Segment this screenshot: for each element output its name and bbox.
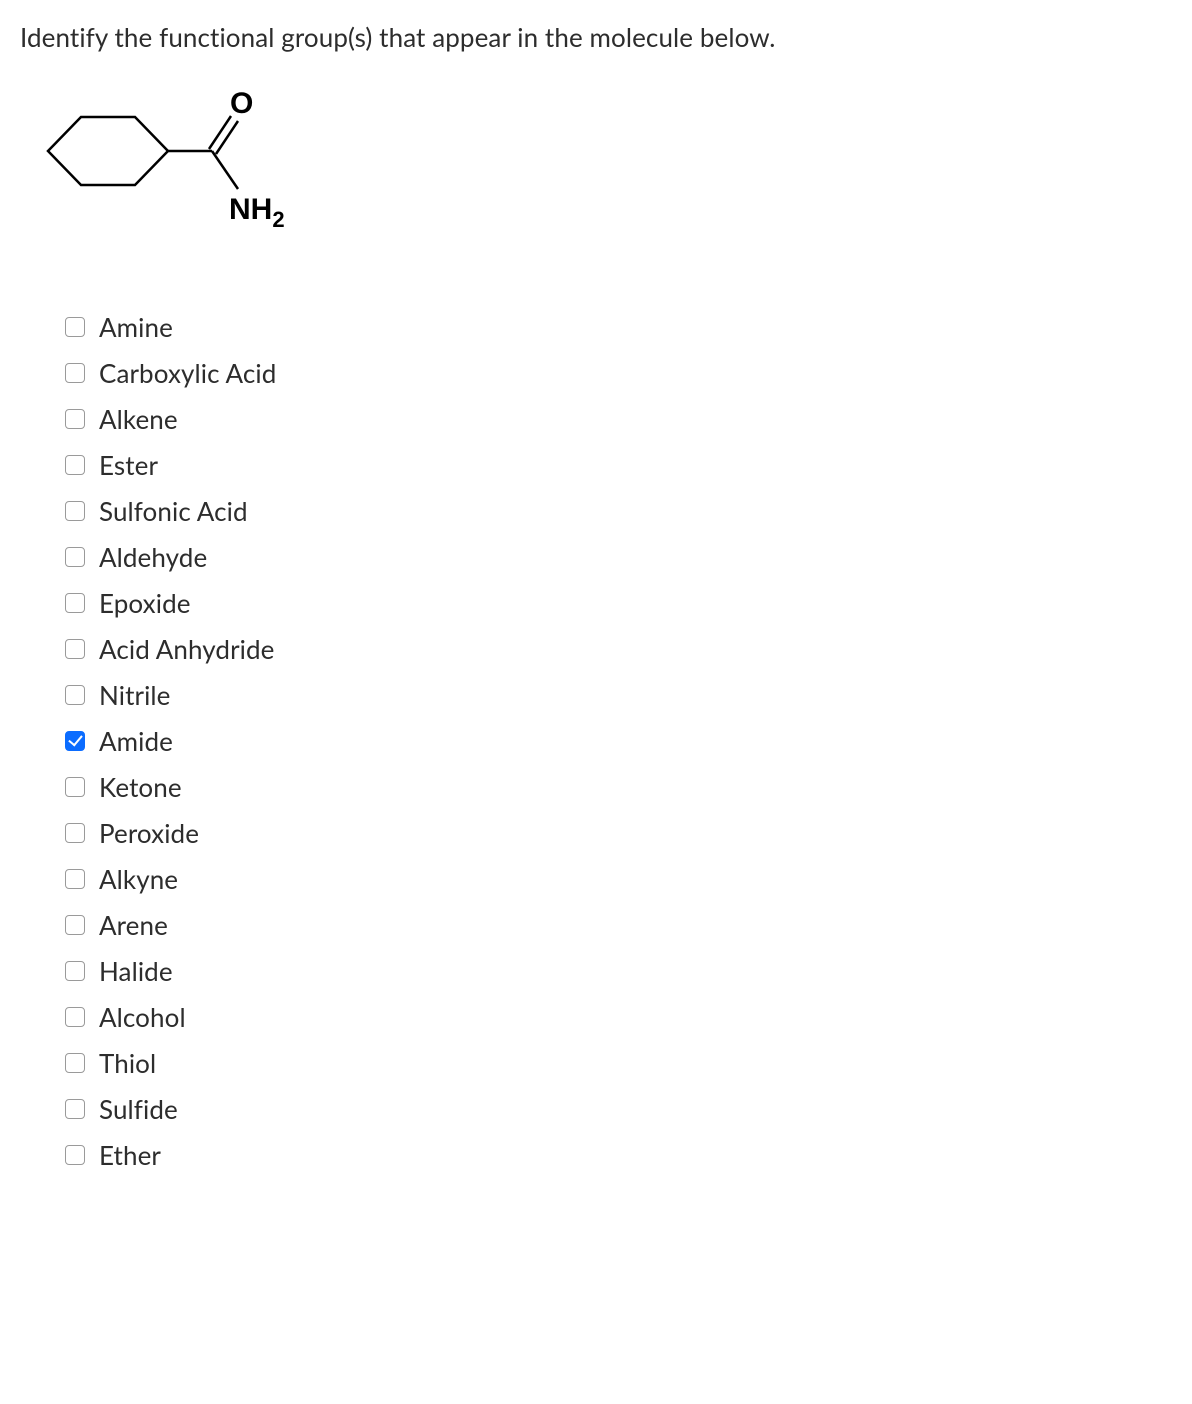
option-checkbox[interactable] — [65, 1007, 85, 1027]
bond-cn — [212, 151, 238, 189]
checkmark-icon — [68, 732, 82, 747]
option-label: Alcohol — [99, 1001, 186, 1033]
option-checkbox[interactable] — [65, 501, 85, 521]
option-checkbox[interactable] — [65, 363, 85, 383]
option-checkbox[interactable] — [65, 639, 85, 659]
option-checkbox[interactable] — [65, 455, 85, 475]
option-checkbox[interactable] — [65, 731, 85, 751]
option-label: Epoxide — [99, 587, 191, 619]
carbonyl-double-bond — [209, 116, 238, 154]
option-checkbox[interactable] — [65, 593, 85, 613]
option-row[interactable]: Ester — [65, 449, 1172, 481]
option-label: Ester — [99, 449, 158, 481]
option-label: Thiol — [99, 1047, 156, 1079]
option-label: Halide — [99, 955, 173, 987]
option-checkbox[interactable] — [65, 1099, 85, 1119]
option-row[interactable]: Alcohol — [65, 1001, 1172, 1033]
cyclohexane-ring — [48, 117, 168, 185]
option-label: Sulfide — [99, 1093, 178, 1125]
option-row[interactable]: Nitrile — [65, 679, 1172, 711]
option-checkbox[interactable] — [65, 777, 85, 797]
option-checkbox[interactable] — [65, 409, 85, 429]
options-list: Amine Carboxylic Acid Alkene Ester Sulfonic … — [65, 311, 1172, 1171]
option-checkbox[interactable] — [65, 1053, 85, 1073]
option-label: Aldehyde — [99, 541, 207, 573]
option-row[interactable]: Epoxide — [65, 587, 1172, 619]
option-row[interactable]: Amine — [65, 311, 1172, 343]
question-text: Identify the functional group(s) that ap… — [20, 20, 1172, 55]
option-checkbox[interactable] — [65, 1145, 85, 1165]
option-row[interactable]: Thiol — [65, 1047, 1172, 1079]
option-label: Alkyne — [99, 863, 178, 895]
option-label: Amine — [99, 311, 173, 343]
option-label: Ketone — [99, 771, 182, 803]
option-label: Peroxide — [99, 817, 199, 849]
option-row[interactable]: Ketone — [65, 771, 1172, 803]
option-row[interactable]: Amide — [65, 725, 1172, 757]
option-checkbox[interactable] — [65, 547, 85, 567]
option-checkbox[interactable] — [65, 915, 85, 935]
option-row[interactable]: Aldehyde — [65, 541, 1172, 573]
molecule-svg: O NH2 — [30, 85, 310, 255]
option-row[interactable]: Arene — [65, 909, 1172, 941]
molecule-diagram: O NH2 — [30, 85, 1172, 261]
option-checkbox[interactable] — [65, 823, 85, 843]
option-label: Ether — [99, 1139, 161, 1171]
atom-o-label: O — [230, 87, 253, 120]
option-row[interactable]: Acid Anhydride — [65, 633, 1172, 665]
option-row[interactable]: Sulfonic Acid — [65, 495, 1172, 527]
option-row[interactable]: Halide — [65, 955, 1172, 987]
option-checkbox[interactable] — [65, 685, 85, 705]
option-checkbox[interactable] — [65, 961, 85, 981]
option-row[interactable]: Alkene — [65, 403, 1172, 435]
option-row[interactable]: Carboxylic Acid — [65, 357, 1172, 389]
option-label: Alkene — [99, 403, 178, 435]
option-checkbox[interactable] — [65, 317, 85, 337]
option-label: Carboxylic Acid — [99, 357, 276, 389]
option-row[interactable]: Sulfide — [65, 1093, 1172, 1125]
option-checkbox[interactable] — [65, 869, 85, 889]
option-row[interactable]: Alkyne — [65, 863, 1172, 895]
option-label: Amide — [99, 725, 173, 757]
option-label: Sulfonic Acid — [99, 495, 248, 527]
option-label: Acid Anhydride — [99, 633, 274, 665]
atom-n-label: NH2 — [229, 193, 285, 232]
option-row[interactable]: Ether — [65, 1139, 1172, 1171]
option-label: Nitrile — [99, 679, 171, 711]
option-label: Arene — [99, 909, 168, 941]
option-row[interactable]: Peroxide — [65, 817, 1172, 849]
